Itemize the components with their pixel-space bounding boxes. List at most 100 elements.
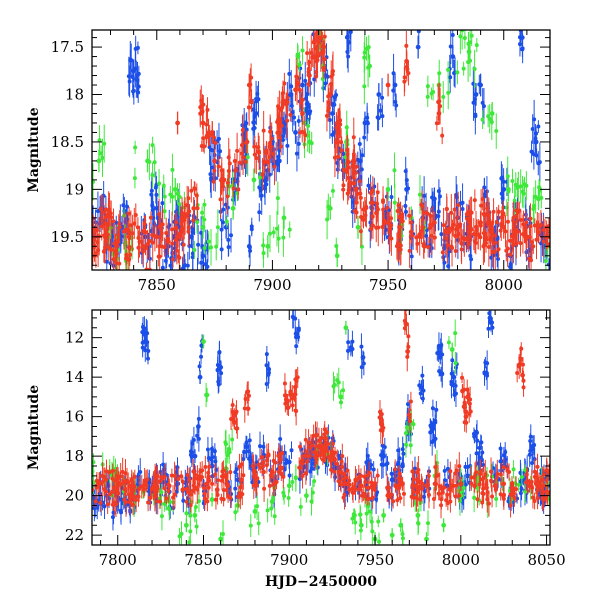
fill-point	[170, 228, 174, 232]
fill-point	[472, 496, 476, 500]
data-point	[437, 111, 442, 116]
data-point	[300, 83, 305, 88]
fill-point	[362, 55, 366, 59]
fill-point	[392, 168, 396, 172]
fill-point	[325, 218, 329, 222]
fill-point	[508, 253, 512, 257]
fill-point	[253, 153, 257, 157]
fill-point	[136, 91, 140, 95]
fill-point	[497, 247, 501, 251]
fill-point	[391, 499, 395, 503]
fill-point	[146, 242, 150, 246]
fill-point	[163, 195, 167, 199]
fill-point	[303, 79, 307, 83]
fill-point	[477, 482, 481, 486]
fill-point	[238, 160, 242, 164]
fill-point	[499, 447, 503, 451]
data-point	[536, 196, 541, 201]
fill-point	[399, 248, 403, 252]
fill-point	[514, 183, 518, 187]
fill-point	[273, 514, 277, 518]
fill-point	[281, 138, 285, 142]
y-tick-label: 19.5	[51, 228, 84, 246]
fill-point	[272, 230, 276, 234]
fill-point	[410, 254, 414, 258]
series-2	[90, 301, 551, 518]
data-point	[131, 68, 136, 73]
fill-point	[298, 88, 302, 92]
data-point	[419, 385, 424, 390]
fill-point	[458, 34, 462, 38]
fill-point	[100, 224, 104, 228]
fill-point	[306, 124, 310, 128]
fill-point	[250, 99, 254, 103]
fill-point	[446, 68, 450, 72]
fill-point	[217, 350, 221, 354]
data-point	[307, 73, 312, 78]
fill-point	[538, 160, 542, 164]
fill-point	[233, 487, 237, 491]
fill-point	[515, 371, 519, 375]
fill-point	[241, 473, 245, 477]
data-point	[409, 230, 414, 235]
fill-point	[107, 245, 111, 249]
data-point	[351, 159, 356, 164]
fill-point	[416, 468, 420, 472]
fill-point	[359, 229, 363, 233]
fill-point	[288, 473, 292, 477]
fill-point	[297, 466, 301, 470]
data-point	[305, 102, 310, 107]
fill-point	[349, 17, 353, 21]
fill-point	[335, 161, 339, 165]
fill-point	[261, 445, 265, 449]
fill-point	[158, 255, 162, 259]
fill-point	[160, 231, 164, 235]
data-point	[374, 211, 379, 216]
fill-point	[462, 486, 466, 490]
y-tick-label: 19	[65, 180, 84, 198]
fill-point	[456, 203, 460, 207]
fill-point	[404, 169, 408, 173]
data-point	[189, 234, 194, 239]
fill-point	[414, 235, 418, 239]
fill-point	[185, 212, 189, 216]
data-point	[501, 187, 506, 192]
fill-point	[370, 520, 374, 524]
data-point	[233, 168, 238, 173]
fill-point	[393, 100, 397, 104]
fill-point	[331, 189, 335, 193]
fill-point	[316, 58, 320, 62]
data-point	[390, 477, 395, 482]
fill-point	[300, 130, 304, 134]
fill-point	[281, 491, 285, 495]
data-point	[328, 92, 333, 97]
fill-point	[164, 259, 168, 263]
fill-point	[466, 242, 470, 246]
fill-point	[476, 497, 480, 501]
fill-point	[203, 246, 207, 250]
fill-point	[521, 18, 525, 22]
fill-point	[519, 21, 523, 25]
fill-point	[173, 493, 177, 497]
fill-point	[527, 257, 531, 261]
data-point	[175, 121, 180, 126]
fill-point	[370, 529, 374, 533]
fill-point	[445, 207, 449, 211]
fill-point	[297, 119, 301, 123]
fill-point	[219, 497, 223, 501]
fill-point	[372, 467, 376, 471]
fill-point	[200, 211, 204, 215]
fill-point	[331, 442, 335, 446]
fill-point	[426, 84, 430, 88]
fill-point	[342, 496, 346, 500]
fill-point	[497, 210, 501, 214]
fill-point	[434, 408, 438, 412]
fill-point	[255, 504, 259, 508]
fill-point	[294, 344, 298, 348]
data-point	[530, 444, 535, 449]
fill-point	[408, 249, 412, 253]
fill-point	[168, 193, 172, 197]
fill-point	[221, 185, 225, 189]
data-point	[420, 225, 425, 230]
fill-point	[389, 195, 393, 199]
